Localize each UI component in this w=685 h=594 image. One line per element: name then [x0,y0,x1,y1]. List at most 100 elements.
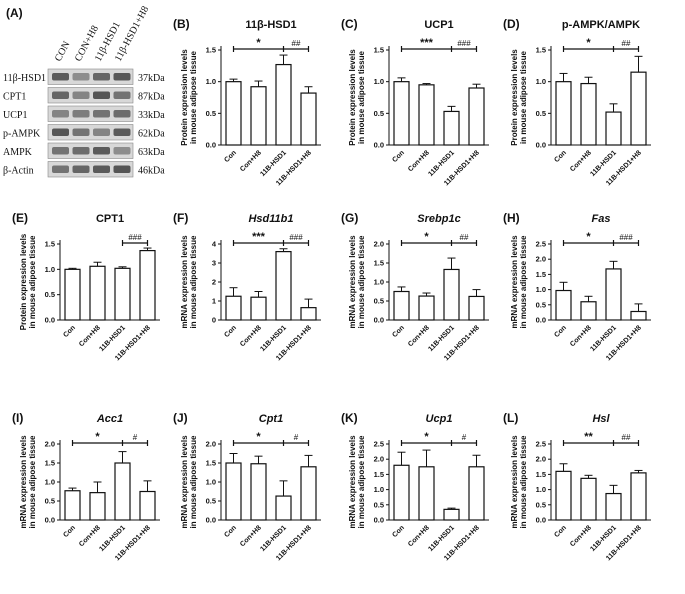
y-tick-label: 3 [212,259,216,268]
blot-protein-label: β-Actin [3,166,34,177]
y-axis-label: mRNA expression levels [19,435,28,529]
y-tick-label: 0.5 [374,109,384,118]
y-tick-label: 2 [212,278,216,287]
panel-letter: (B) [173,17,190,31]
chart-panel-j: (J) Cpt1 mRNA expression levels in mouse ad… [173,411,321,562]
blot-size-label: 62kDa [138,129,165,140]
blot-band [72,110,90,118]
bar-3 [443,268,460,321]
chart-title: Hsl [592,413,610,425]
bar-2 [580,477,597,521]
y-tick-label: 2.5 [536,240,546,249]
y-tick-label: 0.5 [536,109,546,118]
panel-letter: (K) [341,411,358,425]
y-axis-label: in mouse adipose tissue [519,435,528,528]
chart-title: Cpt1 [259,413,283,425]
y-tick-label: 0.5 [206,497,216,506]
blot-size-label: 63kDa [138,147,165,158]
bar-3 [114,267,131,321]
bar-4 [139,490,156,521]
bar-3 [275,495,292,521]
y-tick-label: 0.0 [206,141,216,150]
x-category-label: Con+H8 [78,324,102,348]
blot-band [113,110,131,118]
y-axis-label: in mouse adipose tissue [28,235,37,328]
bar-4 [468,295,485,321]
y-tick-label: 0.0 [374,141,384,150]
blot-band [93,147,110,155]
blot-strip [47,124,134,141]
blot-protein-label: UCP1 [3,110,27,121]
y-tick-label: 1.0 [536,77,546,86]
bar-4 [139,249,156,321]
blot-band [93,110,110,118]
y-tick-label: 0 [212,316,216,325]
x-category-label: Con [391,149,406,164]
y-tick-label: 2.0 [45,440,55,449]
bar-1 [555,470,572,521]
bar-1 [64,268,81,321]
y-axis-label: Protein expression levels [19,233,28,330]
y-tick-label: 2.5 [536,440,546,449]
y-tick-label: 0.0 [45,316,55,325]
blot-band [113,147,131,155]
bar-3 [605,268,622,321]
x-category-label: Con [223,324,238,339]
bar-3 [275,251,292,321]
x-category-label: Con+H8 [407,149,431,173]
x-category-label: Con+H8 [239,524,263,548]
panel-letter: (G) [341,211,358,225]
y-tick-label: 1.5 [536,46,546,55]
significance-hash: ## [622,433,631,442]
chart-title: p-AMPK/AMPK [562,19,640,31]
significance-hash: # [462,433,467,442]
y-tick-label: 2.5 [374,440,384,449]
blot-band [52,165,69,173]
y-tick-label: 1.0 [374,77,384,86]
panel-letter: (I) [12,411,23,425]
bar-4 [630,472,647,521]
blot-protein-label: 11β-HSD1 [3,73,46,84]
significance-hash: ## [622,39,631,48]
y-axis-label: in mouse adipose tissue [519,235,528,328]
y-axis-label: in mouse adipose tissue [357,435,366,528]
bar-1 [225,81,242,146]
bar-4 [300,92,317,146]
blot-band [52,73,69,81]
blot-size-label: 46kDa [138,166,165,177]
bar-4 [468,87,485,146]
bar-1 [555,81,572,146]
x-category-label: Con [223,149,238,164]
x-category-label: Con [553,324,568,339]
chart-panel-d: (D) p-AMPK/AMPK Protein expression levels i… [503,17,651,187]
blot-column-label: 11β-HSD1+H8 [113,4,151,63]
x-category-label: Con+H8 [407,524,431,548]
y-axis-label: mRNA expression levels [510,235,519,329]
chart-panel-f: (F) Hsd11b1 mRNA expression levels in mouse… [173,211,321,362]
y-tick-label: 0.0 [206,516,216,525]
y-tick-label: 0.0 [536,516,546,525]
blot-band [72,147,90,155]
x-category-label: Con+H8 [407,324,431,348]
y-tick-label: 0.0 [536,316,546,325]
y-tick-label: 0.5 [45,290,55,299]
significance-star: * [424,231,429,243]
x-category-label: Con+H8 [569,149,593,173]
y-axis-label: Protein expression levels [510,49,519,146]
chart-panel-c: (C) UCP1 Protein expression levels in mouse… [341,17,489,187]
blot-protein-label: AMPK [3,147,33,158]
significance-hash: ### [128,233,142,242]
y-axis-label: in mouse adipose tissue [28,435,37,528]
chart-panel-k: (K) Ucp1 mRNA expression levels in mouse ad… [341,411,489,562]
y-tick-label: 0.5 [45,497,55,506]
chart-title: Hsd11b1 [248,213,293,225]
blot-strip [47,87,134,104]
blot-band [93,128,110,136]
bar-3 [605,111,622,146]
bar-2 [89,492,106,521]
blot-band [52,110,69,118]
panel-letter: (F) [173,211,188,225]
bar-4 [300,466,317,521]
blot-size-label: 37kDa [138,73,165,84]
y-tick-label: 1.5 [45,459,55,468]
